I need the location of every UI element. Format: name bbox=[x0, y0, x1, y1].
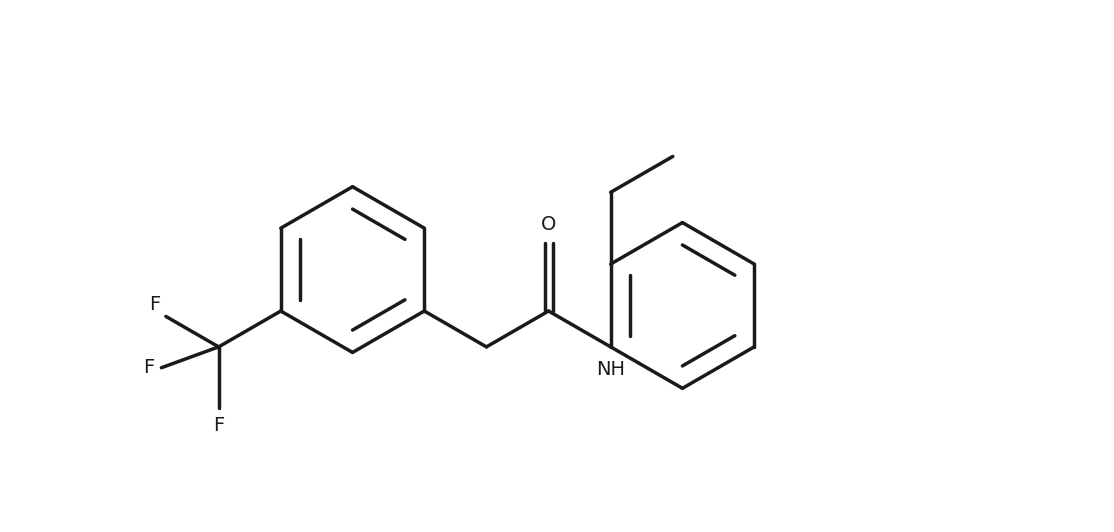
Text: O: O bbox=[541, 215, 556, 234]
Text: F: F bbox=[213, 417, 224, 436]
Text: F: F bbox=[143, 358, 154, 377]
Text: F: F bbox=[149, 295, 160, 313]
Text: NH: NH bbox=[596, 360, 625, 379]
